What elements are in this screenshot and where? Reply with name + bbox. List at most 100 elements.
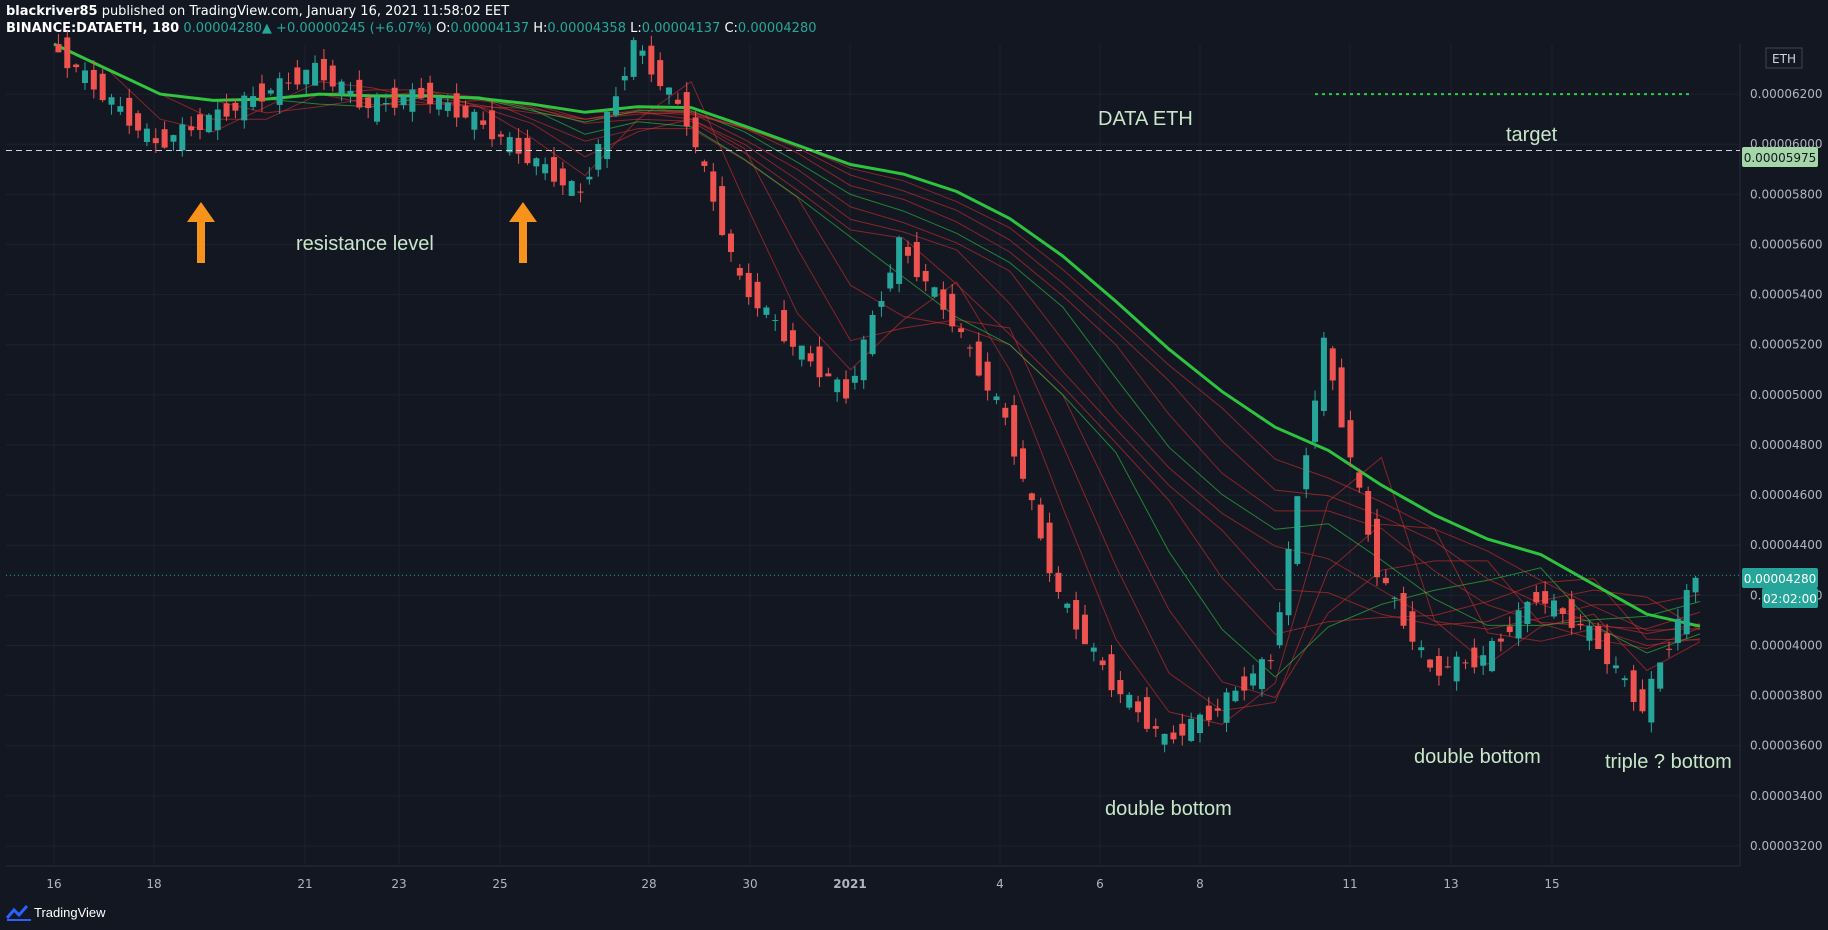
candle-body [913, 241, 920, 278]
candle-body [117, 106, 124, 112]
candle-body [400, 95, 407, 106]
candle-body [1329, 348, 1336, 381]
candle-body [1188, 718, 1195, 741]
candle-body [391, 87, 398, 108]
candle-body [1108, 654, 1115, 691]
ma-ribbon [53, 42, 1701, 725]
y-tick-label: 0.00004800 [1750, 438, 1823, 452]
x-tick-label: 25 [492, 877, 507, 891]
candle-body [1471, 647, 1478, 668]
candle-body [1515, 610, 1522, 639]
candle-body [542, 164, 549, 174]
candle-body [949, 293, 956, 327]
candle-body [161, 129, 168, 148]
candle-body [639, 50, 646, 56]
annotation-resistance: resistance level [296, 233, 434, 255]
candle-body [1674, 618, 1681, 643]
candle-body [338, 81, 345, 95]
candle-body [1621, 678, 1628, 681]
candle-body [1179, 723, 1186, 736]
x-tick-label: 15 [1544, 877, 1559, 891]
candle-body [1214, 708, 1221, 711]
candle-body [489, 110, 496, 140]
candle-body [179, 124, 186, 151]
y-tick-label: 0.00005600 [1750, 237, 1823, 251]
candle-body [719, 186, 726, 236]
candle-body [559, 168, 566, 186]
candle-body [1126, 694, 1133, 708]
candle-body [745, 272, 752, 298]
candle-body [471, 111, 478, 130]
candle-body [462, 105, 469, 118]
candle-body [170, 135, 177, 142]
candle-body [763, 307, 770, 315]
x-tick-label: 4 [996, 877, 1004, 891]
candle-body [374, 97, 381, 122]
candle-body [958, 328, 965, 333]
target-price-tag-label: 0.00005975 [1744, 151, 1817, 165]
price-change: +0.00000245 (+6.07%) [276, 21, 432, 36]
candle-body [666, 87, 673, 95]
candle-body [630, 40, 637, 77]
candle-body [1657, 662, 1664, 689]
candle-body [1356, 472, 1363, 488]
candle-body [674, 99, 681, 104]
candle-body [1418, 647, 1425, 651]
candle-body [143, 128, 150, 142]
publisher-name[interactable]: blackriver85 [6, 4, 98, 19]
candlesticks [55, 30, 1699, 753]
candle-body [1533, 592, 1540, 603]
y-tick-label: 0.00003600 [1750, 739, 1823, 753]
candle-body [1223, 692, 1230, 723]
candle-body [1320, 337, 1327, 411]
candle-body [276, 78, 283, 105]
low-label: L: [630, 21, 642, 36]
candle-body [480, 120, 487, 125]
candle-body [285, 82, 292, 84]
candle-body [444, 102, 451, 111]
candle-body [453, 93, 460, 118]
candle-body [1630, 670, 1637, 702]
time-axis[interactable]: 16 18 21 23 25 28 30 2021 4 6 8 11 13 15 [46, 877, 1559, 891]
candle-body [1347, 420, 1354, 458]
ma-line [53, 43, 1701, 699]
candle-body [241, 95, 248, 121]
candle-body [1117, 680, 1124, 695]
candle-body [435, 96, 442, 110]
annotation-double-bottom-1: double bottom [1105, 798, 1232, 820]
footer-brand[interactable]: TradingView [34, 905, 106, 920]
candle-body [1002, 407, 1009, 418]
symbol-label[interactable]: BINANCE:DATAETH, 180 [6, 21, 180, 36]
candle-body [727, 233, 734, 253]
candle-body [1462, 662, 1469, 664]
candle-body [1161, 733, 1168, 745]
candle-body [984, 361, 991, 391]
candle-body [940, 289, 947, 310]
x-tick-label: 21 [297, 877, 312, 891]
candle-body [1577, 623, 1584, 625]
candle-body [1073, 600, 1080, 630]
candle-body [648, 45, 655, 75]
candle-body [1435, 656, 1442, 676]
candle-body [197, 114, 204, 130]
y-tick-label: 0.00005000 [1750, 388, 1823, 402]
candle-body [1427, 659, 1434, 668]
candle-body [1559, 608, 1566, 614]
candle-body [533, 158, 540, 167]
candle-body [993, 396, 1000, 401]
currency-badge[interactable] [1765, 47, 1803, 69]
candle-body [798, 345, 805, 360]
candle-body [1170, 732, 1177, 740]
candle-body [1480, 655, 1487, 666]
candle-body [781, 310, 788, 342]
candle-body [1064, 603, 1071, 608]
candle-body [365, 97, 372, 109]
candle-body [1692, 577, 1699, 593]
candle-body [789, 330, 796, 347]
candle-body [612, 96, 619, 115]
candle-body [1524, 601, 1531, 624]
candle-body [126, 97, 133, 126]
x-tick-label: 28 [641, 877, 656, 891]
price-axis[interactable]: 0.000062000.000060000.000058000.00005600… [1750, 87, 1823, 853]
